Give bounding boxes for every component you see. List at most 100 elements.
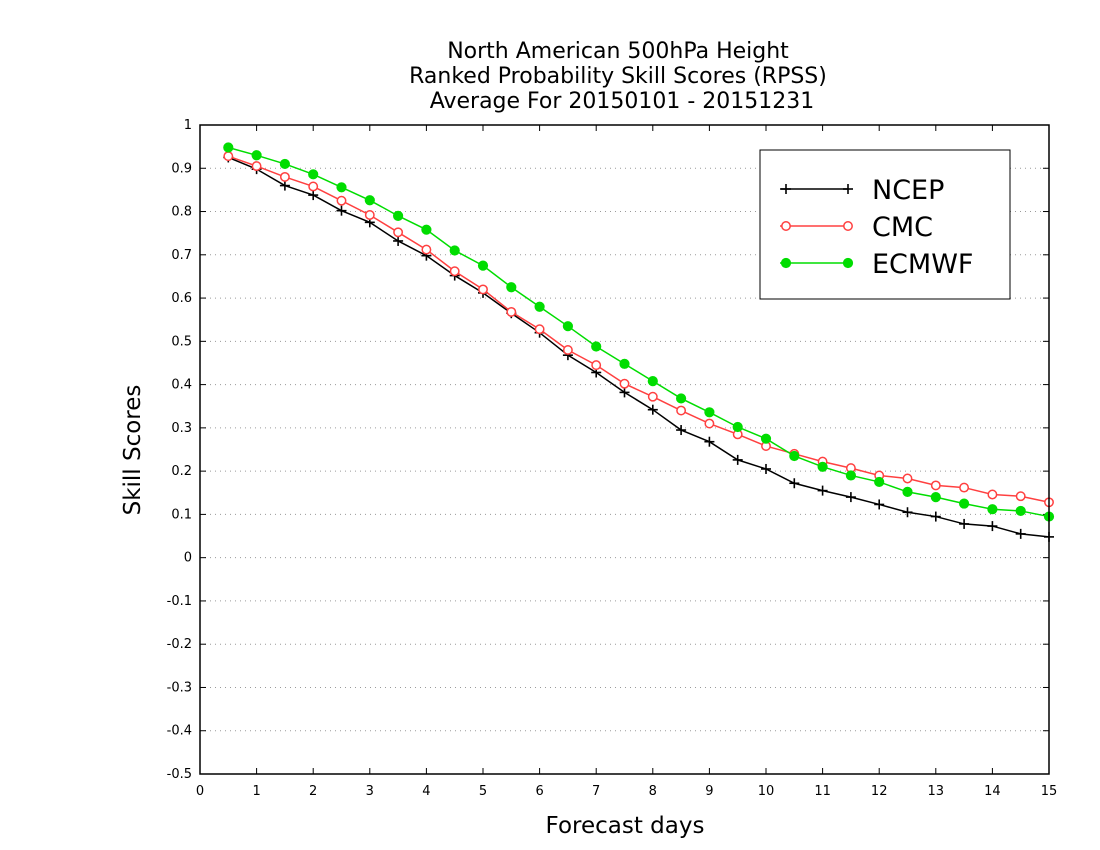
y-tick-label: 0.1 bbox=[171, 507, 192, 522]
x-tick-label: 9 bbox=[705, 784, 713, 799]
x-tick-label: 11 bbox=[814, 784, 831, 799]
y-tick-label: -0.2 bbox=[167, 637, 192, 652]
point-ecmwf bbox=[732, 421, 743, 433]
point-cmc bbox=[223, 151, 234, 162]
x-tick-label: 1 bbox=[252, 784, 260, 799]
point-cmc bbox=[308, 181, 319, 192]
point-ncep bbox=[930, 511, 941, 522]
point-cmc bbox=[449, 266, 460, 277]
point-ecmwf bbox=[874, 476, 885, 488]
point-ncep bbox=[845, 492, 856, 503]
point-cmc bbox=[279, 171, 290, 182]
y-tick-label: 0.9 bbox=[171, 161, 192, 176]
plot-frame bbox=[199, 124, 1050, 775]
y-tick-label: 0.8 bbox=[171, 205, 192, 220]
chart-title-line-2: Ranked Probability Skill Scores (RPSS) bbox=[409, 64, 827, 89]
point-ecmwf bbox=[619, 358, 630, 369]
point-ecmwf bbox=[704, 407, 715, 418]
legend-marker-ncep bbox=[781, 184, 791, 194]
legend-box bbox=[759, 149, 1011, 300]
legend-label-ecmwf: ECMWF bbox=[872, 249, 973, 280]
x-tick-label: 2 bbox=[309, 784, 317, 799]
point-cmc bbox=[676, 405, 687, 416]
x-tick-label: 5 bbox=[479, 784, 487, 799]
series-ecmwf bbox=[223, 142, 1055, 522]
point-ecmwf bbox=[817, 461, 828, 472]
point-ncep bbox=[761, 463, 771, 474]
point-ecmwf bbox=[789, 450, 800, 462]
point-ncep bbox=[817, 485, 828, 496]
point-ecmwf bbox=[393, 210, 404, 221]
point-cmc bbox=[393, 227, 404, 238]
legend: NCEP CMC ECMWF bbox=[759, 149, 1011, 300]
point-cmc bbox=[902, 473, 913, 484]
point-cmc bbox=[930, 480, 941, 491]
y-tick-label: 0.3 bbox=[171, 421, 192, 436]
x-tick-label: 0 bbox=[196, 784, 204, 799]
point-ncep bbox=[393, 235, 404, 246]
point-ecmwf bbox=[591, 341, 602, 352]
legend-marker-cmc bbox=[843, 221, 853, 231]
point-cmc bbox=[336, 195, 347, 206]
y-tick-label: 0.6 bbox=[171, 291, 192, 306]
point-cmc bbox=[251, 161, 262, 172]
point-ecmwf bbox=[421, 224, 432, 235]
point-ncep bbox=[987, 521, 998, 532]
legend-entry-ecmwf: ECMWF bbox=[780, 249, 973, 280]
point-cmc bbox=[987, 489, 998, 500]
point-cmc bbox=[364, 210, 375, 220]
legend-marker-ecmwf bbox=[780, 257, 792, 269]
y-tick-label: -0.5 bbox=[167, 767, 192, 782]
x-tick-label: 7 bbox=[592, 784, 600, 799]
point-ncep bbox=[647, 404, 658, 415]
axis-ticks bbox=[199, 124, 1050, 775]
point-cmc bbox=[506, 306, 517, 317]
x-tick-label: 10 bbox=[758, 784, 775, 799]
point-ecmwf bbox=[364, 195, 375, 206]
point-cmc bbox=[478, 284, 488, 295]
point-ncep bbox=[902, 507, 913, 518]
point-ecmwf bbox=[930, 491, 941, 503]
point-ecmwf bbox=[223, 142, 234, 153]
point-ncep bbox=[676, 425, 687, 436]
chart-title-line-1: North American 500hPa Height bbox=[447, 39, 789, 64]
x-tick-label: 14 bbox=[984, 784, 1001, 799]
point-ncep bbox=[336, 205, 347, 216]
point-ecmwf bbox=[308, 169, 319, 180]
point-ecmwf bbox=[506, 282, 517, 293]
y-tick-label: -0.1 bbox=[167, 594, 192, 609]
point-cmc bbox=[421, 244, 432, 255]
x-tick-label: 13 bbox=[928, 784, 945, 799]
legend-label-ncep: NCEP bbox=[872, 175, 944, 206]
point-ecmwf bbox=[760, 433, 772, 444]
point-ecmwf bbox=[1015, 505, 1026, 517]
point-ncep bbox=[619, 387, 630, 398]
point-ncep bbox=[279, 180, 290, 191]
point-cmc bbox=[647, 391, 658, 402]
legend-entry-cmc: CMC bbox=[780, 212, 933, 243]
point-cmc bbox=[959, 482, 970, 493]
point-cmc bbox=[704, 418, 715, 429]
y-tick-label: 0.4 bbox=[171, 378, 192, 393]
point-cmc bbox=[591, 360, 602, 371]
chart-title-line-3: Average For 20150101 - 20151231 bbox=[430, 89, 815, 114]
legend-entry-ncep: NCEP bbox=[780, 175, 944, 206]
point-ecmwf bbox=[279, 158, 290, 170]
legend-entries: NCEP CMC ECMWF bbox=[780, 175, 973, 280]
y-tick-label: -0.4 bbox=[167, 724, 192, 739]
point-ncep bbox=[704, 436, 715, 447]
point-ncep bbox=[874, 499, 885, 510]
legend-label-cmc: CMC bbox=[872, 212, 933, 243]
point-cmc bbox=[562, 345, 573, 355]
x-tick-label: 3 bbox=[366, 784, 374, 799]
point-cmc bbox=[1015, 491, 1026, 502]
y-tick-label: 0.2 bbox=[171, 464, 192, 479]
y-axis-label: Skill Scores bbox=[120, 385, 146, 516]
legend-marker-ncep bbox=[843, 184, 853, 194]
x-tick-label: 12 bbox=[871, 784, 888, 799]
point-ncep bbox=[732, 454, 743, 465]
point-cmc bbox=[534, 324, 545, 335]
point-ecmwf bbox=[987, 504, 998, 515]
point-ecmwf bbox=[647, 376, 658, 387]
